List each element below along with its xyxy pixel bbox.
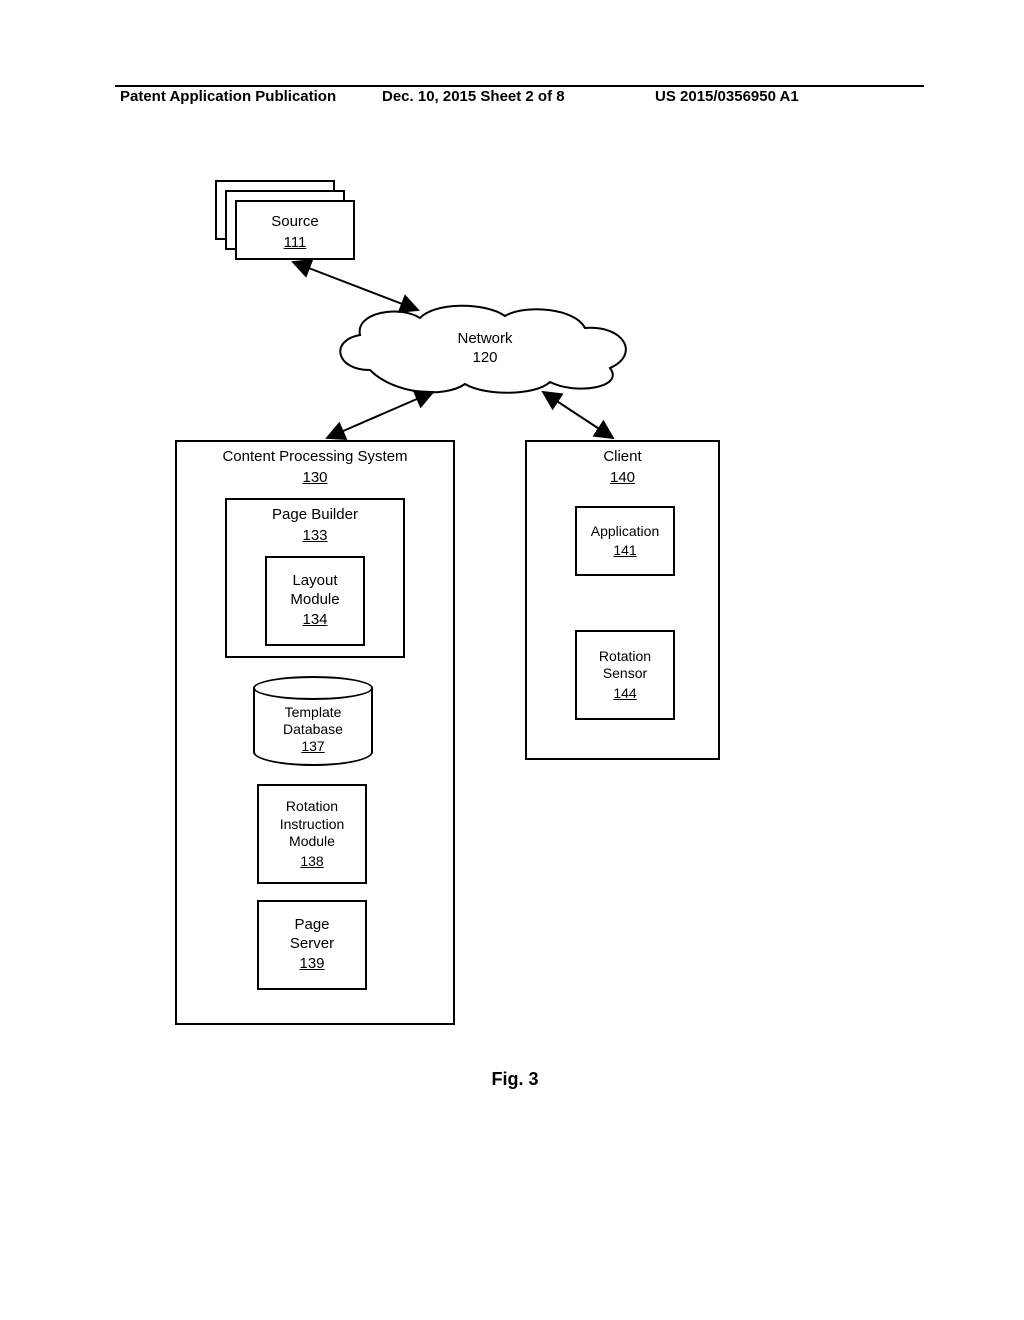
header-rule — [115, 85, 924, 87]
rot-sensor-ref: 144 — [613, 685, 636, 703]
rot-sensor-label1: Rotation — [599, 648, 651, 666]
client-ref: 140 — [610, 469, 635, 488]
rot-instr-ref: 138 — [300, 853, 323, 871]
cps-label: Content Processing System — [222, 448, 407, 467]
page-server-label2: Server — [290, 935, 334, 954]
network-ref: 120 — [325, 349, 645, 368]
application-box: Application 141 — [575, 506, 675, 576]
page-builder-label: Page Builder — [272, 506, 358, 525]
source-box: Source 111 — [235, 200, 355, 260]
rotation-sensor-box: Rotation Sensor 144 — [575, 630, 675, 720]
header-left: Patent Application Publication — [120, 88, 336, 105]
network-cloud: Network 120 — [325, 300, 645, 395]
application-label: Application — [591, 523, 660, 541]
cps-ref: 130 — [302, 469, 327, 488]
template-db-cylinder: Template Database 137 — [253, 676, 373, 766]
application-ref: 141 — [613, 542, 636, 560]
template-db-label2: Database — [253, 721, 373, 738]
rot-instr-label1: Rotation — [286, 798, 338, 816]
figure-caption: Fig. 3 — [491, 1069, 538, 1090]
rot-instr-label3: Module — [289, 833, 335, 851]
page-server-box: Page Server 139 — [257, 900, 367, 990]
rot-sensor-label2: Sensor — [603, 665, 647, 683]
page-server-label1: Page — [294, 916, 329, 935]
page-server-ref: 139 — [299, 955, 324, 974]
layout-module-ref: 134 — [302, 611, 327, 630]
source-ref: 111 — [284, 234, 307, 253]
rot-instr-label2: Instruction — [280, 816, 345, 834]
template-db-ref: 137 — [253, 738, 373, 755]
client-label: Client — [603, 448, 641, 467]
layout-module-box: Layout Module 134 — [265, 556, 365, 646]
header-right: US 2015/0356950 A1 — [655, 88, 799, 105]
template-db-label1: Template — [253, 704, 373, 721]
source-label: Source — [271, 213, 319, 232]
figure-diagram: Source 111 Network 120 Content Processin… — [175, 190, 855, 1050]
network-label: Network — [325, 330, 645, 349]
layout-module-label2: Module — [290, 591, 339, 610]
rotation-instruction-box: Rotation Instruction Module 138 — [257, 784, 367, 884]
header-center: Dec. 10, 2015 Sheet 2 of 8 — [382, 88, 565, 105]
page-builder-ref: 133 — [302, 527, 327, 546]
layout-module-label1: Layout — [292, 572, 337, 591]
